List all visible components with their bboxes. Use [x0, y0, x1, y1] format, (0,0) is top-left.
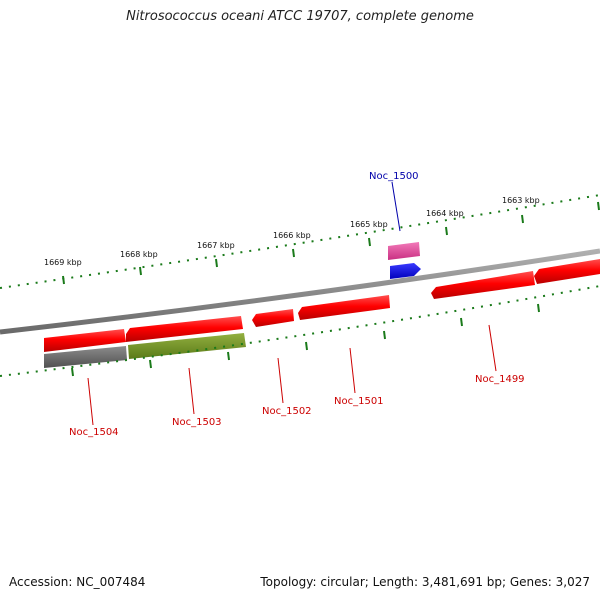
gene-label-noc-1500[interactable]: Noc_1500: [369, 171, 419, 182]
tick-label: 1664 kbp: [426, 209, 464, 218]
tick-label: 1663 kbp: [502, 196, 540, 205]
tick-label: 1666 kbp: [273, 231, 311, 240]
tick-label: 1665 kbp: [350, 220, 388, 229]
tick-mark: [292, 248, 295, 258]
inner-ruler: [0, 285, 600, 377]
tick-mark: [139, 266, 142, 276]
gene-label-noc-1499[interactable]: Noc_1499: [475, 374, 525, 385]
tick-label: 1669 kbp: [44, 258, 82, 267]
gene-labels: Noc_1500 Noc_1504 Noc_1503 Noc_1502 Noc_…: [69, 171, 525, 438]
gene-arrow-noc-1504[interactable]: [44, 329, 126, 352]
gene-label-noc-1501[interactable]: Noc_1501: [334, 396, 384, 407]
tick-mark: [149, 359, 152, 369]
tick-mark: [62, 275, 65, 285]
gene-bar-olive[interactable]: [128, 333, 246, 359]
tick-mark: [445, 226, 448, 236]
tick-labels: 1669 kbp 1668 kbp 1667 kbp 1666 kbp 1665…: [44, 196, 540, 267]
map-title: Nitrosococcus oceani ATCC 19707, complet…: [126, 9, 474, 24]
genome-summary-text: Topology: circular; Length: 3,481,691 bp…: [260, 575, 590, 589]
gene-label-noc-1504[interactable]: Noc_1504: [69, 427, 119, 438]
tick-mark: [537, 303, 540, 313]
reverse-strand: [44, 259, 600, 368]
tick-mark: [227, 351, 230, 361]
accession-text: Accession: NC_007484: [9, 575, 146, 589]
gene-arrow-right[interactable]: [534, 259, 600, 284]
tick-mark: [597, 201, 600, 211]
tick-mark: [71, 367, 74, 377]
gene-bar-gray[interactable]: [44, 346, 127, 368]
tick-mark: [383, 330, 386, 340]
tick-mark: [305, 341, 308, 351]
tick-label: 1667 kbp: [197, 241, 235, 250]
gene-label-noc-1502[interactable]: Noc_1502: [262, 406, 312, 417]
tick-mark: [215, 258, 218, 268]
tick-label: 1668 kbp: [120, 250, 158, 259]
rna-feature-noc-1500[interactable]: [388, 242, 420, 260]
gene-arrow-noc-1503[interactable]: [126, 316, 243, 342]
genome-backbone: [0, 248, 600, 335]
leader-lines: [87, 181, 497, 426]
gene-label-noc-1503[interactable]: Noc_1503: [172, 417, 222, 428]
tick-mark: [460, 317, 463, 327]
gene-arrow-noc-1499[interactable]: [431, 271, 535, 299]
misc-feature-blue[interactable]: [390, 263, 421, 279]
outer-ruler: [0, 194, 600, 289]
forward-strand: [388, 242, 421, 279]
gene-arrow-noc-1501[interactable]: [298, 295, 390, 320]
gene-arrow-noc-1502[interactable]: [252, 309, 294, 327]
tick-mark: [368, 237, 371, 247]
tick-mark: [521, 214, 524, 224]
